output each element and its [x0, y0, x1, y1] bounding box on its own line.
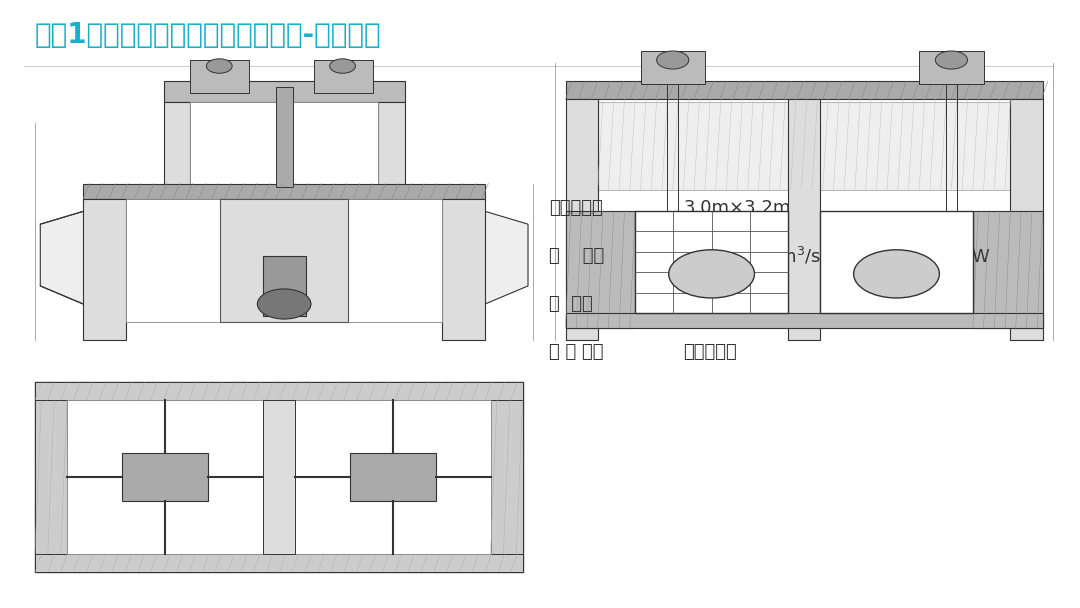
Bar [640, 51, 705, 84]
Polygon shape [40, 199, 126, 322]
Text: 数  量：: 数 量： [550, 295, 593, 313]
Bar [635, 210, 788, 313]
Circle shape [657, 51, 689, 69]
Circle shape [853, 250, 940, 298]
Bar [67, 401, 490, 554]
Bar [566, 210, 635, 328]
Bar [163, 102, 190, 187]
Text: 螺杆启闭机: 螺杆启闭机 [684, 343, 738, 361]
Bar [83, 184, 485, 199]
Text: Q=2×0.42m$^3$/s，H=2.3m，P=24kW: Q=2×0.42m$^3$/s，H=2.3m，P=24kW [684, 245, 991, 267]
Text: 一闸一泵，两套: 一闸一泵，两套 [684, 295, 758, 313]
Bar [35, 382, 523, 401]
Bar [275, 87, 293, 187]
Bar [378, 102, 405, 187]
Bar [566, 313, 1042, 328]
Bar [566, 81, 1042, 99]
Circle shape [935, 51, 968, 69]
Bar [262, 256, 306, 316]
Bar [566, 99, 597, 340]
Bar [350, 453, 435, 502]
Circle shape [329, 59, 355, 73]
Bar [820, 210, 973, 313]
Bar [163, 81, 405, 102]
Bar [919, 51, 984, 84]
Bar [443, 199, 485, 340]
Text: 案例1：广州小龙涌支涌一体化泵闸-防洪排涝: 案例1：广州小龙涌支涌一体化泵闸-防洪排涝 [35, 21, 381, 49]
Bar [1011, 99, 1042, 340]
Bar [788, 99, 820, 340]
Bar [190, 60, 249, 93]
Bar [490, 401, 523, 554]
Bar [597, 102, 1011, 190]
Text: 3.0m×3.2m: 3.0m×3.2m [684, 199, 791, 216]
Polygon shape [443, 199, 528, 322]
Circle shape [206, 59, 232, 73]
Bar [35, 554, 523, 572]
Bar [83, 199, 126, 340]
Text: 水    泵：: 水 泵： [550, 247, 605, 265]
Bar [190, 102, 378, 187]
Bar [35, 401, 67, 554]
Bar [220, 199, 349, 322]
Bar [126, 199, 443, 322]
Circle shape [669, 250, 755, 298]
Circle shape [257, 289, 311, 319]
Bar [313, 60, 373, 93]
Bar [35, 382, 523, 572]
Bar [262, 401, 295, 554]
Bar [122, 453, 207, 502]
Text: 启 闭 机：: 启 闭 机： [550, 343, 604, 361]
Text: 闸门尺寸：: 闸门尺寸： [550, 199, 604, 216]
Bar [973, 210, 1042, 328]
